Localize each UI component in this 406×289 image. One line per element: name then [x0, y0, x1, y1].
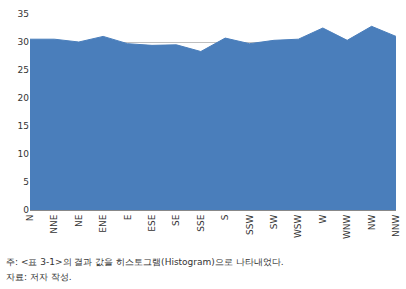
svg-text:N: N: [25, 215, 35, 222]
svg-text:E: E: [123, 214, 133, 220]
svg-text:자료: 저자 작성.: 자료: 저자 작성.: [6, 272, 72, 282]
svg-text:10: 10: [18, 149, 30, 159]
svg-text:SW: SW: [269, 215, 279, 230]
svg-text:15: 15: [18, 121, 29, 131]
svg-text:30: 30: [18, 37, 30, 47]
svg-text:S: S: [220, 214, 230, 220]
svg-text:NW: NW: [367, 215, 377, 231]
svg-text:ENE: ENE: [98, 214, 108, 232]
svg-text:WNW: WNW: [342, 214, 352, 239]
svg-text:ESE: ESE: [147, 214, 157, 231]
svg-text:SE: SE: [171, 214, 181, 226]
svg-text:NNE: NNE: [49, 214, 59, 233]
svg-text:NE: NE: [74, 214, 84, 227]
svg-text:20: 20: [18, 93, 30, 103]
svg-text:25: 25: [18, 65, 29, 75]
svg-text:5: 5: [23, 177, 29, 187]
svg-text:NNW: NNW: [391, 215, 401, 237]
svg-text:SSW: SSW: [245, 215, 255, 235]
svg-text:주: <표 3-1>의 결과 값을 히스토그램(Histog: 주: <표 3-1>의 결과 값을 히스토그램(Histogram)으로 나타내…: [6, 257, 284, 267]
svg-text:W: W: [318, 215, 328, 224]
svg-text:SSE: SSE: [196, 214, 206, 231]
svg-text:35: 35: [18, 9, 29, 19]
svg-text:0: 0: [23, 205, 29, 215]
svg-text:WSW: WSW: [293, 215, 303, 239]
